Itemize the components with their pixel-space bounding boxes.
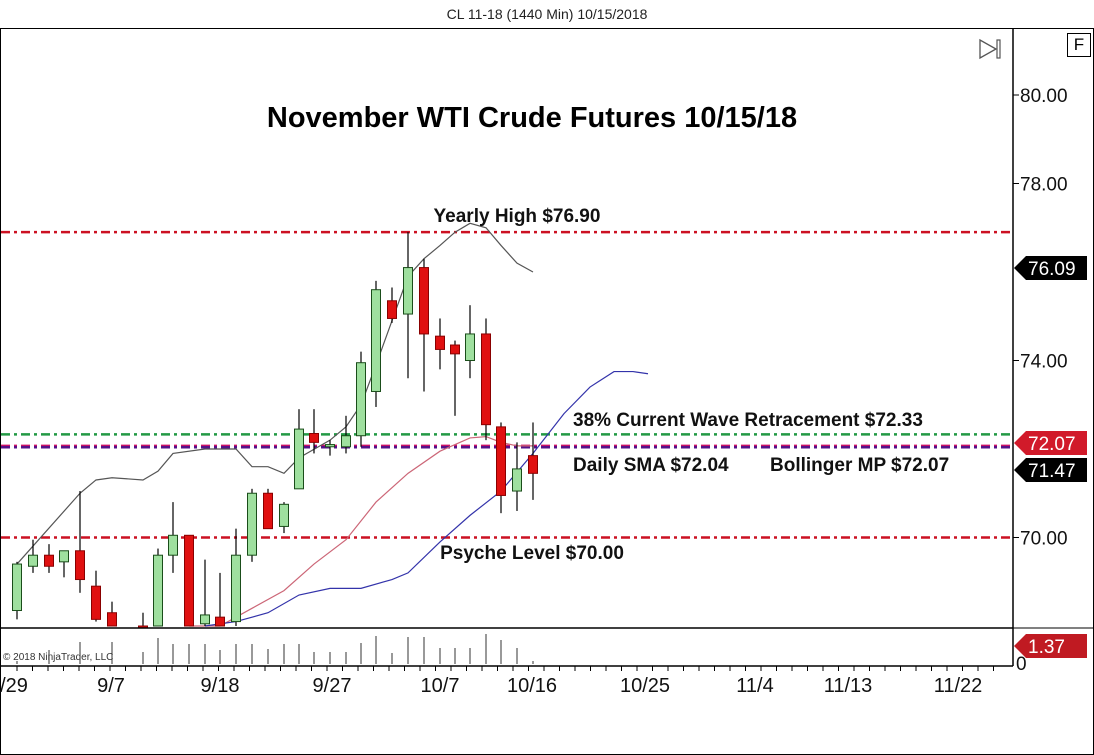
price-markers: 76.09 72.07 71.47 1.37 <box>1014 256 1087 658</box>
date-tick-label: 10/16 <box>507 675 557 697</box>
date-tick-label: 10/7 <box>421 675 460 697</box>
candle <box>263 488 273 530</box>
candle <box>107 601 117 627</box>
date-tick-label: 11/22 <box>934 675 983 697</box>
svg-text:72.07: 72.07 <box>1028 434 1076 455</box>
price-marker-72-07: 72.07 <box>1014 431 1087 455</box>
candle <box>12 561 22 620</box>
date-tick-label: 10/25 <box>620 675 670 697</box>
candle <box>247 488 257 562</box>
candle <box>403 232 413 379</box>
volume-marker: 1.37 <box>1014 634 1087 658</box>
candle <box>91 570 101 622</box>
date-tick-label: 9/7 <box>97 675 125 697</box>
svg-text:71.47: 71.47 <box>1028 461 1076 482</box>
f-button[interactable]: F <box>1067 33 1091 57</box>
date-tick-label: 11/4 <box>736 675 773 697</box>
date-tick-label: /29 <box>0 675 28 697</box>
candle <box>450 340 460 416</box>
horizontal-lines-layer <box>1 230 1012 539</box>
date-tick-label: 9/27 <box>313 675 352 697</box>
candle <box>200 559 210 626</box>
candle <box>231 528 241 626</box>
date-tick-label: 9/18 <box>201 675 240 697</box>
candle <box>184 534 194 627</box>
candle <box>435 318 445 370</box>
candle <box>294 409 304 490</box>
candle <box>481 318 491 441</box>
price-tick-label: 70.00 <box>1020 529 1068 550</box>
svg-text:76.09: 76.09 <box>1028 259 1076 280</box>
candle <box>419 258 429 392</box>
bollinger-bands-layer <box>16 222 649 627</box>
candle <box>44 544 54 573</box>
candle <box>215 572 225 627</box>
candle <box>387 287 397 323</box>
price-tick-label: 80.00 <box>1020 86 1068 107</box>
price-tick-label: 74.00 <box>1020 352 1068 373</box>
volume-zero-label: 0 <box>1016 654 1027 675</box>
candle <box>168 502 178 573</box>
candle <box>325 440 335 456</box>
retracement-label: 38% Current Wave Retracement $72.33 <box>573 410 923 431</box>
candle <box>356 351 366 447</box>
bollinger-lower-line <box>204 370 649 627</box>
candles-layer <box>12 232 538 629</box>
chart-title: November WTI Crude Futures 10/15/18 <box>267 102 797 134</box>
scroll-to-end-icon[interactable] <box>979 38 1001 60</box>
price-marker-76-09: 76.09 <box>1014 256 1087 281</box>
candle <box>59 550 69 578</box>
volume-layer <box>16 634 534 664</box>
candle <box>309 409 319 454</box>
candle <box>528 422 538 500</box>
price-axis: 80.00 78.00 74.00 70.00 0 <box>1013 86 1068 675</box>
svg-text:1.37: 1.37 <box>1028 637 1065 658</box>
psyche-level-label: Psyche Level $70.00 <box>440 543 624 564</box>
candle <box>496 422 506 514</box>
candle <box>138 612 148 629</box>
candle <box>75 491 85 593</box>
bollinger-mp-label: Bollinger MP $72.07 <box>770 455 949 476</box>
candle <box>279 502 289 534</box>
time-axis: /29 9/7 9/18 9/27 10/7 10/16 10/25 11/4 11/13 11/… <box>0 666 994 697</box>
candle <box>28 539 38 573</box>
price-tick-label: 78.00 <box>1020 175 1068 196</box>
price-marker-71-47: 71.47 <box>1014 458 1087 482</box>
daily-sma-label: Daily SMA $72.04 <box>573 455 729 476</box>
yearly-high-label: Yearly High $76.90 <box>434 206 601 227</box>
candle <box>153 548 163 627</box>
window-title: CL 11-18 (1440 Min) 10/15/2018 <box>446 6 648 22</box>
candle <box>465 305 475 379</box>
candle <box>341 415 351 454</box>
candle <box>512 442 522 511</box>
copyright-text: © 2018 NinjaTrader, LLC <box>3 652 114 663</box>
date-tick-label: 11/13 <box>824 675 873 697</box>
candle <box>371 280 381 407</box>
